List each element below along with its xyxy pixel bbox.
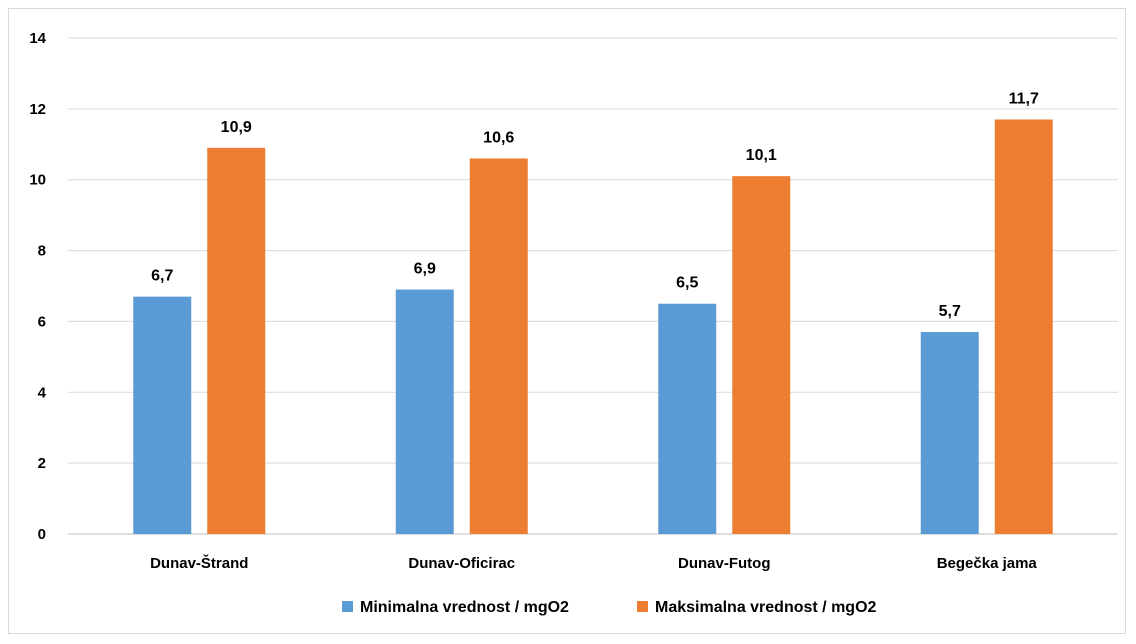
- bars: [133, 119, 1053, 535]
- bar-min: [395, 289, 454, 534]
- y-tick-label: 10: [29, 172, 46, 189]
- category-label: Dunav-Oficirac: [408, 555, 515, 572]
- bar-max: [732, 176, 791, 534]
- y-tick-label: 6: [38, 313, 46, 330]
- data-label: 10,6: [483, 129, 514, 146]
- category-label: Begečka jama: [937, 555, 1038, 572]
- bar-min: [658, 303, 717, 534]
- legend: Minimalna vrednost / mgO2 Maksimalna vre…: [342, 599, 877, 616]
- legend-label-min: Minimalna vrednost / mgO2: [360, 599, 569, 616]
- legend-swatch-max: [637, 601, 648, 612]
- data-label: 6,9: [414, 261, 436, 278]
- data-label: 10,9: [221, 119, 252, 136]
- legend-swatch-min: [342, 601, 353, 612]
- y-tick-label: 14: [29, 30, 46, 47]
- category-labels: Dunav-Štrand Dunav-Oficirac Dunav-Futog Beg…: [150, 554, 1037, 572]
- y-tick-label: 2: [38, 455, 46, 472]
- y-tick-label: 0: [38, 526, 46, 543]
- y-tick-label: 12: [29, 101, 46, 118]
- bar-max: [994, 119, 1053, 534]
- category-label: Dunav-Štrand: [150, 554, 248, 572]
- data-labels: 6,7 10,9 6,9 10,6 6,5 10,1 5,7 11,7: [151, 90, 1039, 320]
- y-axis-ticks: 0 2 4 6 8 10 12 14: [29, 30, 46, 543]
- data-label: 6,7: [151, 268, 173, 285]
- legend-label-max: Maksimalna vrednost / mgO2: [655, 599, 877, 616]
- y-tick-label: 4: [38, 384, 47, 401]
- category-label: Dunav-Futog: [678, 555, 770, 572]
- data-label: 10,1: [746, 147, 777, 164]
- bar-min: [920, 332, 979, 534]
- bar-max: [207, 147, 266, 535]
- bar-max: [469, 158, 528, 534]
- data-label: 6,5: [676, 275, 698, 292]
- bar-min: [133, 296, 192, 534]
- y-tick-label: 8: [38, 243, 46, 260]
- data-label: 11,7: [1009, 90, 1039, 107]
- data-label: 5,7: [939, 303, 961, 320]
